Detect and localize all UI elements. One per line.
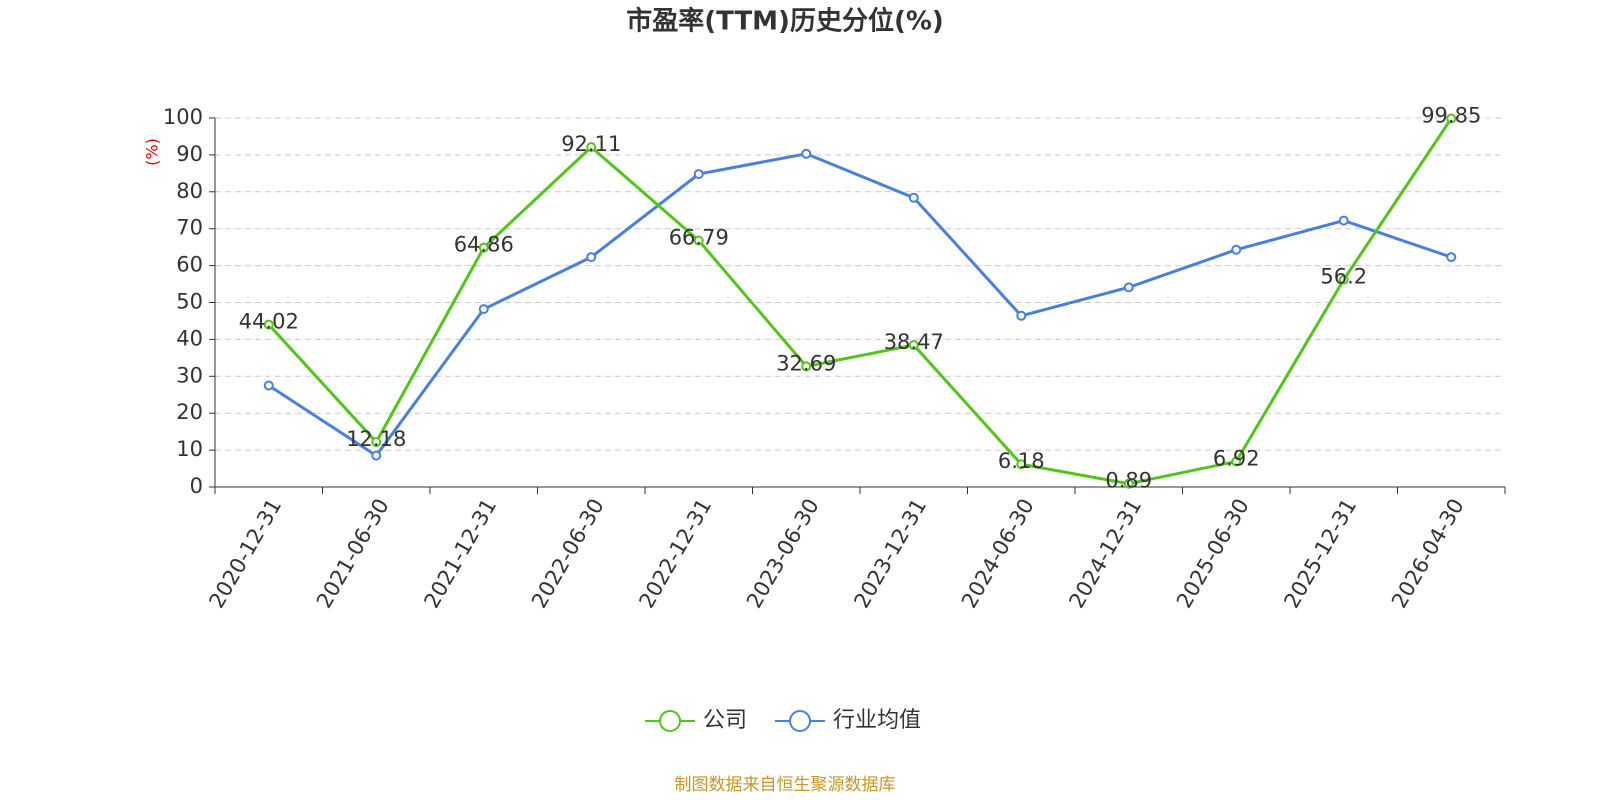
x-tick-label: 2020-12-31 xyxy=(204,495,286,613)
point xyxy=(263,319,274,330)
point xyxy=(1016,310,1027,321)
series-line xyxy=(267,117,1453,486)
data-label: 92.11 xyxy=(561,132,621,156)
point xyxy=(801,361,812,372)
data-label: 12.18 xyxy=(346,427,406,451)
y-tick-label: 50 xyxy=(176,290,203,314)
x-tick-label: 2022-06-30 xyxy=(527,495,609,613)
point xyxy=(908,340,919,351)
x-tick-label: 2021-12-31 xyxy=(419,495,501,613)
data-label: 6.92 xyxy=(1213,446,1260,470)
x-tick-label: 2023-12-31 xyxy=(849,495,931,613)
y-tick-label: 10 xyxy=(176,437,203,461)
point xyxy=(693,235,704,246)
chart-title: 市盈率(TTM)历史分位(%) xyxy=(626,6,944,37)
point xyxy=(801,148,812,159)
x-tick-label: 2024-06-30 xyxy=(957,495,1039,613)
y-tick-label: 0 xyxy=(190,474,203,498)
point xyxy=(586,252,597,263)
legend-label: 公司 xyxy=(703,708,747,733)
x-tick-label: 2025-12-31 xyxy=(1279,495,1361,613)
x-tick-label: 2022-12-31 xyxy=(634,495,716,613)
point xyxy=(693,169,704,180)
data-label: 0.89 xyxy=(1105,469,1152,493)
y-tick-label: 30 xyxy=(176,363,203,387)
y-tick-label: 40 xyxy=(176,326,203,350)
point xyxy=(478,242,489,253)
data-label: 32.69 xyxy=(776,351,836,375)
point xyxy=(1446,252,1457,263)
x-tick-label: 2023-06-30 xyxy=(742,495,824,613)
data-label: 64.86 xyxy=(454,233,514,257)
y-tick-label: 90 xyxy=(176,142,203,166)
x-tick-label: 2024-12-31 xyxy=(1064,495,1146,613)
point xyxy=(908,192,919,203)
y-tick-label: 80 xyxy=(176,179,203,203)
point xyxy=(1446,113,1457,124)
point xyxy=(1231,456,1242,467)
point xyxy=(1338,215,1349,226)
point xyxy=(1338,274,1349,285)
series-line xyxy=(267,152,1452,458)
x-tick-label: 2025-06-30 xyxy=(1172,495,1254,613)
legend-marker xyxy=(659,710,681,732)
y-axis-label: (%) xyxy=(143,138,162,166)
data-label: 44.02 xyxy=(239,310,299,334)
data-label: 99.85 xyxy=(1421,104,1481,128)
point xyxy=(1231,244,1242,255)
data-label: 56.2 xyxy=(1320,265,1367,289)
x-tick-label: 2026-04-30 xyxy=(1387,495,1469,613)
point xyxy=(263,380,274,391)
y-tick-label: 70 xyxy=(176,216,203,240)
legend-label: 行业均值 xyxy=(833,708,921,733)
data-label: 66.79 xyxy=(669,226,729,250)
point xyxy=(371,437,382,448)
point xyxy=(1123,282,1134,293)
y-tick-label: 60 xyxy=(176,253,203,277)
point xyxy=(1016,459,1027,470)
x-tick-label: 2021-06-30 xyxy=(312,495,394,613)
data-label: 38.47 xyxy=(884,330,944,354)
data-label: 6.18 xyxy=(998,449,1045,473)
point xyxy=(586,142,597,153)
point xyxy=(478,304,489,315)
y-tick-label: 100 xyxy=(163,105,203,129)
point xyxy=(1123,478,1134,489)
legend-marker xyxy=(789,710,812,732)
point xyxy=(371,450,382,461)
source-note: 制图数据来自恒生聚源数据库 xyxy=(675,775,896,795)
y-tick-label: 20 xyxy=(176,400,203,424)
